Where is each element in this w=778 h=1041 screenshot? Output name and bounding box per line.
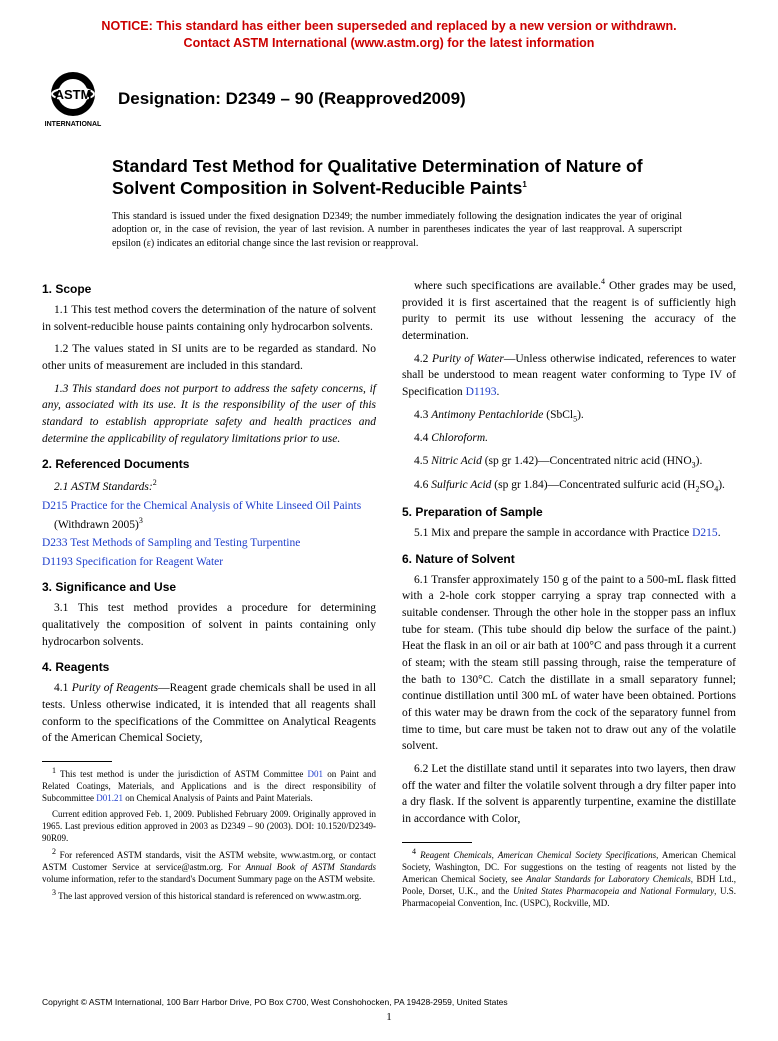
- section-1-p1: 1.1 This test method covers the determin…: [42, 302, 376, 335]
- fn-it: Reagent Chemicals, American Chemical Soc…: [420, 850, 656, 860]
- footnote-4: 4 Reagent Chemicals, American Chemical S…: [402, 847, 736, 910]
- copyright: Copyright © ASTM International, 100 Barr…: [42, 997, 508, 1007]
- title-text: Standard Test Method for Qualitative Det…: [112, 156, 643, 198]
- section-4-p3: 4.3 Antimony Pentachloride (SbCl5).: [402, 407, 736, 425]
- ref-code[interactable]: D1193: [42, 556, 73, 568]
- ref-d1193: D1193 Specification for Reagent Water: [54, 554, 376, 571]
- ref-code[interactable]: D215: [42, 500, 68, 512]
- p-post: (sp gr 1.84)—Concentrated sulfuric acid …: [491, 479, 695, 491]
- section-4-p6: 4.6 Sulfuric Acid (sp gr 1.84)—Concentra…: [402, 477, 736, 495]
- p-it: Chloroform.: [431, 432, 488, 444]
- section-2-sub-sup: 2: [153, 478, 157, 487]
- ref-tail: (Withdrawn 2005): [54, 518, 139, 530]
- fn-sup: 3: [52, 888, 56, 897]
- footnote-rule-right: [402, 842, 472, 843]
- right-column: where such specifications are available.…: [402, 272, 736, 912]
- intro-note: This standard is issued under the fixed …: [112, 210, 682, 251]
- p-mid: SO: [699, 479, 714, 491]
- p-it: Antimony Pentachloride: [431, 409, 543, 421]
- fn-text: This test method is under the jurisdicti…: [60, 769, 308, 779]
- section-4-p1: 4.1 Purity of Reagents—Reagent grade che…: [42, 680, 376, 747]
- content-columns: 1. Scope 1.1 This test method covers the…: [42, 272, 736, 912]
- fn-it: Analar Standards for Laboratory Chemical…: [526, 874, 691, 884]
- p-pre: 4.2: [414, 353, 432, 365]
- section-5-head: 5. Preparation of Sample: [402, 505, 736, 519]
- p-pre: 4.4: [414, 432, 431, 444]
- fn-it: United States Pharmacopeia and National …: [513, 886, 714, 896]
- section-6-head: 6. Nature of Solvent: [402, 552, 736, 566]
- notice-line-1: NOTICE: This standard has either been su…: [101, 19, 676, 33]
- p-end: .: [496, 386, 499, 398]
- p-it: Nitric Acid: [431, 455, 482, 467]
- p-pre: 4.5: [414, 455, 431, 467]
- fn-link[interactable]: D01.21: [96, 793, 123, 803]
- section-4-p2: 4.2 Purity of Water—Unless otherwise ind…: [402, 351, 736, 401]
- p-pre: 5.1 Mix and prepare the sample in accord…: [414, 527, 692, 539]
- ref-code[interactable]: D233: [42, 537, 68, 549]
- section-1-p2: 1.2 The values stated in SI units are to…: [42, 341, 376, 374]
- ref-text[interactable]: Practice for the Chemical Analysis of Wh…: [70, 500, 361, 512]
- p-post: (SbCl: [543, 409, 573, 421]
- p-end: ).: [577, 409, 584, 421]
- page-number: 1: [386, 1011, 392, 1023]
- footnote-rule-left: [42, 761, 112, 762]
- p-end: ).: [696, 455, 703, 467]
- section-2-head: 2. Referenced Documents: [42, 457, 376, 471]
- p-it: Sulfuric Acid: [431, 479, 491, 491]
- p-pre: 4.6: [414, 479, 431, 491]
- p-end: .: [718, 527, 721, 539]
- fn-text: volume information, refer to the standar…: [42, 874, 375, 884]
- section-3-p1: 3.1 This test method provides a procedur…: [42, 600, 376, 650]
- section-6-p2: 6.2 Let the distillate stand until it se…: [402, 761, 736, 828]
- fn-sup: 2: [52, 847, 56, 856]
- p-end: ).: [718, 479, 725, 491]
- footnote-1: 1 This test method is under the jurisdic…: [42, 766, 376, 804]
- svg-text:ASTM: ASTM: [55, 87, 92, 102]
- section-1-p3: 1.3 This standard does not purport to ad…: [42, 381, 376, 448]
- left-column: 1. Scope 1.1 This test method covers the…: [42, 272, 376, 912]
- section-3-head: 3. Significance and Use: [42, 580, 376, 594]
- designation: Designation: D2349 – 90 (Reapproved2009): [118, 89, 466, 109]
- p-pre: where such specifications are available.: [414, 280, 601, 292]
- section-2-sub: 2.1 ASTM Standards:2: [42, 477, 376, 496]
- p-pre: 4.1: [54, 682, 72, 694]
- title-sup: 1: [522, 180, 526, 189]
- p-post: (sp gr 1.42)—Concentrated nitric acid (H…: [482, 455, 692, 467]
- ref-tail-sup: 3: [139, 516, 143, 525]
- section-4-head: 4. Reagents: [42, 660, 376, 674]
- p-pre: 4.3: [414, 409, 431, 421]
- notice-banner: NOTICE: This standard has either been su…: [42, 18, 736, 52]
- section-5-p1: 5.1 Mix and prepare the sample in accord…: [402, 525, 736, 542]
- footnote-2: 2 For referenced ASTM standards, visit t…: [42, 847, 376, 885]
- section-2-sub-text: 2.1 ASTM Standards:: [54, 481, 153, 493]
- footnote-3: 3 The last approved version of this hist…: [42, 888, 376, 902]
- p-link[interactable]: D1193: [466, 386, 497, 398]
- section-6-p1: 6.1 Transfer approximately 150 g of the …: [402, 572, 736, 755]
- section-4-p5: 4.5 Nitric Acid (sp gr 1.42)—Concentrate…: [402, 453, 736, 471]
- astm-logo: ASTM INTERNATIONAL: [42, 70, 104, 128]
- ref-text[interactable]: Test Methods of Sampling and Testing Tur…: [70, 537, 300, 549]
- p-link[interactable]: D215: [692, 527, 718, 539]
- p-it: Purity of Water: [432, 353, 504, 365]
- footnote-edition: Current edition approved Feb. 1, 2009. P…: [42, 808, 376, 844]
- header-row: ASTM INTERNATIONAL Designation: D2349 – …: [42, 70, 736, 128]
- section-4-p4: 4.4 Chloroform.: [402, 430, 736, 447]
- fn-sup: 4: [412, 847, 416, 856]
- ref-d215: D215 Practice for the Chemical Analysis …: [54, 498, 376, 533]
- fn-text: The last approved version of this histor…: [58, 891, 361, 901]
- section-1-head: 1. Scope: [42, 282, 376, 296]
- document-title: Standard Test Method for Qualitative Det…: [112, 156, 672, 200]
- fn-sup: 1: [52, 766, 56, 775]
- fn-link[interactable]: D01: [308, 769, 324, 779]
- ref-d233: D233 Test Methods of Sampling and Testin…: [54, 535, 376, 552]
- svg-text:INTERNATIONAL: INTERNATIONAL: [45, 121, 102, 128]
- notice-line-2: Contact ASTM International (www.astm.org…: [184, 36, 595, 50]
- section-4-p1-cont: where such specifications are available.…: [402, 276, 736, 345]
- ref-text[interactable]: Specification for Reagent Water: [76, 556, 223, 568]
- p-it: Purity of Reagents: [72, 682, 158, 694]
- fn-it: Annual Book of ASTM Standards: [246, 862, 376, 872]
- fn-text: on Chemical Analysis of Paints and Paint…: [123, 793, 313, 803]
